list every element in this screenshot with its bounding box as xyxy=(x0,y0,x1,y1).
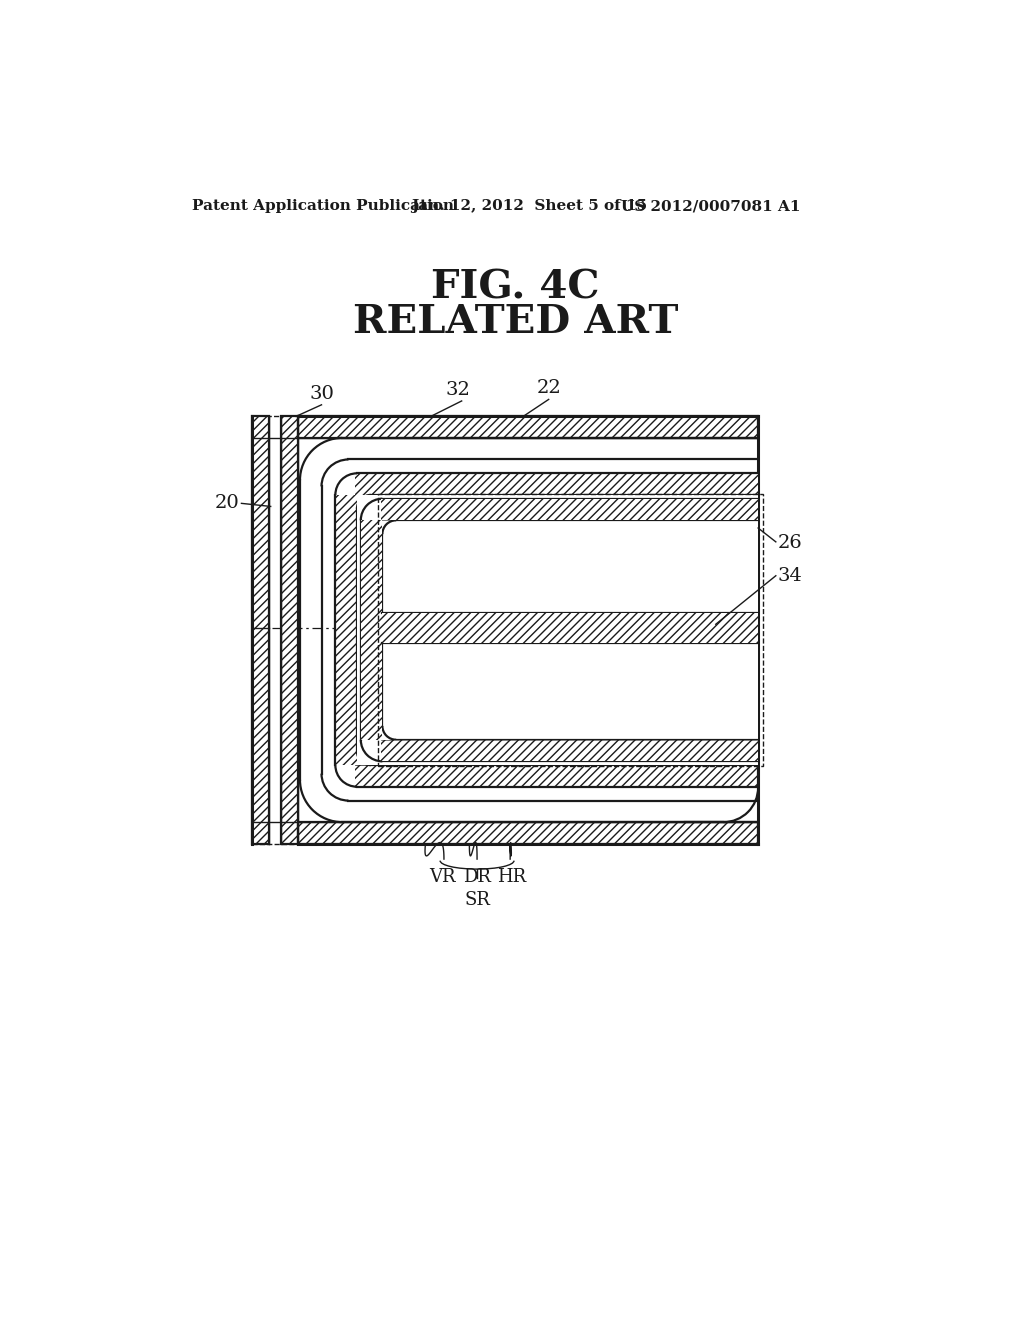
Text: 32: 32 xyxy=(445,380,470,399)
Bar xyxy=(252,416,269,843)
Text: Patent Application Publication: Patent Application Publication xyxy=(193,199,455,213)
Bar xyxy=(360,520,382,739)
Text: VR: VR xyxy=(429,869,456,886)
Bar xyxy=(298,822,758,843)
Text: 30: 30 xyxy=(309,385,334,404)
Text: FIG. 4C: FIG. 4C xyxy=(431,269,600,306)
Text: HR: HR xyxy=(497,869,526,886)
Text: SR: SR xyxy=(464,891,490,909)
Bar xyxy=(355,766,758,787)
Text: 26: 26 xyxy=(777,535,802,552)
Bar xyxy=(382,614,758,643)
Bar xyxy=(282,416,298,843)
Bar xyxy=(381,739,758,762)
Text: US 2012/0007081 A1: US 2012/0007081 A1 xyxy=(621,199,801,213)
Bar xyxy=(378,494,763,766)
Bar xyxy=(382,614,758,643)
Bar xyxy=(357,495,758,766)
Text: 20: 20 xyxy=(215,495,240,512)
Text: 34: 34 xyxy=(777,566,802,585)
Bar xyxy=(355,474,758,495)
Text: DR: DR xyxy=(463,869,490,886)
Bar xyxy=(298,416,758,438)
Bar xyxy=(336,495,357,766)
Bar xyxy=(252,416,758,843)
Text: 22: 22 xyxy=(537,379,561,397)
Text: Jan. 12, 2012  Sheet 5 of 15: Jan. 12, 2012 Sheet 5 of 15 xyxy=(412,199,648,213)
Bar xyxy=(381,499,758,520)
Text: RELATED ART: RELATED ART xyxy=(353,302,678,341)
